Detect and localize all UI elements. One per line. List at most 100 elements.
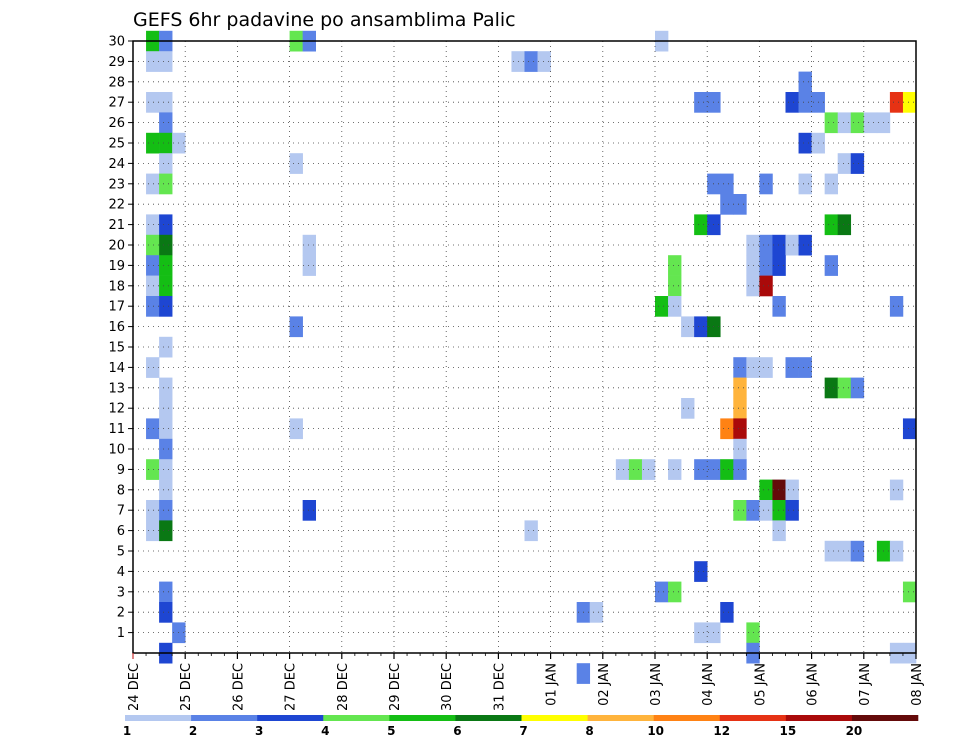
heatmap-cells bbox=[146, 30, 917, 684]
y-tick-label: 17 bbox=[108, 300, 125, 315]
heatmap-cell bbox=[159, 336, 173, 358]
y-tick-label: 10 bbox=[108, 443, 125, 458]
heatmap-cell bbox=[863, 112, 878, 134]
heatmap-cell bbox=[824, 173, 838, 195]
heatmap-cell bbox=[759, 479, 773, 501]
legend-label: 4 bbox=[321, 724, 329, 738]
x-tick-label: 06 JAN bbox=[806, 663, 821, 706]
heatmap-cell bbox=[159, 479, 173, 501]
heatmap-cell bbox=[772, 296, 786, 317]
heatmap-cell bbox=[772, 255, 786, 276]
legend-label: 8 bbox=[585, 724, 593, 738]
heatmap-cell bbox=[889, 92, 904, 113]
legend-swatch bbox=[719, 715, 787, 721]
heatmap-cell bbox=[159, 581, 173, 603]
heatmap-cell bbox=[289, 316, 303, 338]
heatmap-cell bbox=[785, 479, 799, 501]
y-tick-label: 8 bbox=[117, 483, 125, 498]
heatmap-cell bbox=[159, 418, 173, 440]
y-tick-label: 7 bbox=[117, 504, 125, 519]
y-tick-label: 1 bbox=[117, 626, 125, 641]
heatmap-cell bbox=[759, 255, 773, 276]
heatmap-cell bbox=[289, 418, 303, 440]
heatmap-cell bbox=[524, 51, 538, 72]
x-tick-label: 28 DEC bbox=[336, 663, 351, 711]
heatmap-cell bbox=[146, 51, 160, 72]
heatmap-cell bbox=[733, 418, 747, 440]
heatmap-cell bbox=[889, 296, 904, 317]
x-tick-label: 07 JAN bbox=[858, 663, 873, 706]
y-tick-label: 11 bbox=[108, 422, 125, 437]
x-tick-label: 03 JAN bbox=[649, 663, 664, 706]
y-tick-label: 26 bbox=[108, 116, 125, 131]
heatmap-cell bbox=[772, 479, 786, 501]
heatmap-cell bbox=[824, 377, 838, 399]
x-tick-label: 27 DEC bbox=[284, 663, 299, 711]
x-tick-label: 24 DEC bbox=[127, 663, 142, 711]
y-tick-label: 22 bbox=[108, 198, 125, 213]
legend-swatch bbox=[653, 715, 721, 721]
y-tick-label: 23 bbox=[108, 177, 125, 192]
heatmap-cell bbox=[850, 540, 865, 562]
x-tick-label: 04 JAN bbox=[701, 663, 716, 706]
heatmap-cell bbox=[159, 173, 173, 195]
heatmap-cell bbox=[146, 418, 160, 440]
heatmap-cell bbox=[824, 255, 838, 276]
x-axis: 24 DEC 25 DEC 26 DEC 27 DEC 28 DEC 29 DEC 30 D… bbox=[127, 653, 925, 711]
heatmap-cell bbox=[824, 540, 838, 562]
heatmap-cell bbox=[733, 357, 747, 378]
heatmap-cell bbox=[759, 357, 773, 378]
legend-swatch bbox=[587, 715, 654, 721]
x-tick-label: 26 DEC bbox=[231, 663, 246, 711]
legend-swatch bbox=[191, 715, 258, 721]
heatmap-cell bbox=[159, 234, 173, 256]
heatmap-cell bbox=[694, 459, 708, 480]
heatmap-cell bbox=[159, 296, 173, 317]
heatmap-cell bbox=[720, 194, 734, 215]
heatmap-cell bbox=[694, 561, 708, 582]
y-tick-label: 2 bbox=[117, 606, 125, 621]
heatmap-cell bbox=[837, 540, 852, 562]
y-tick-label: 27 bbox=[108, 96, 125, 111]
heatmap-cell bbox=[902, 581, 917, 603]
y-tick-label: 28 bbox=[108, 75, 125, 90]
legend-label: 20 bbox=[846, 724, 863, 738]
x-tick-label: 01 JAN bbox=[545, 663, 560, 706]
heatmap-cell bbox=[850, 153, 865, 174]
heatmap-cell bbox=[772, 520, 786, 542]
legend-swatch bbox=[389, 715, 456, 721]
heatmap-cell bbox=[668, 255, 682, 276]
y-tick-label: 12 bbox=[108, 402, 125, 417]
heatmap-cell bbox=[837, 153, 852, 174]
heatmap-cell bbox=[668, 581, 682, 603]
heatmap-cell bbox=[146, 296, 160, 317]
heatmap-cell bbox=[902, 418, 917, 440]
heatmap-cell bbox=[159, 459, 173, 480]
x-tick-label: 31 DEC bbox=[492, 663, 507, 711]
legend-swatch bbox=[851, 715, 919, 721]
legend-label: 6 bbox=[453, 724, 461, 738]
y-tick-label: 3 bbox=[117, 585, 125, 600]
legend-swatch bbox=[323, 715, 390, 721]
y-tick-label: 13 bbox=[108, 381, 125, 396]
heatmap-cell bbox=[159, 255, 173, 276]
legend-swatch bbox=[125, 715, 192, 721]
y-tick-label: 30 bbox=[108, 35, 125, 50]
x-tick-label: 25 DEC bbox=[179, 663, 194, 711]
heatmap-cell bbox=[785, 92, 799, 113]
heatmap-cell bbox=[668, 275, 682, 297]
legend-label: 10 bbox=[647, 724, 664, 738]
heatmap-cell bbox=[772, 500, 786, 521]
heatmap-cell bbox=[146, 520, 160, 542]
x-tick-label: 30 DEC bbox=[440, 663, 455, 711]
legend-swatch bbox=[257, 715, 324, 721]
heatmap-cell bbox=[824, 112, 838, 134]
heatmap-cell bbox=[159, 132, 173, 154]
heatmap-cell bbox=[146, 234, 160, 256]
heatmap-cell bbox=[159, 153, 173, 174]
y-tick-label: 19 bbox=[108, 259, 125, 274]
heatmap-cell bbox=[850, 112, 865, 134]
heatmap-cell bbox=[146, 132, 160, 154]
heatmap-cell bbox=[798, 92, 812, 113]
heatmap-cell bbox=[733, 500, 747, 521]
